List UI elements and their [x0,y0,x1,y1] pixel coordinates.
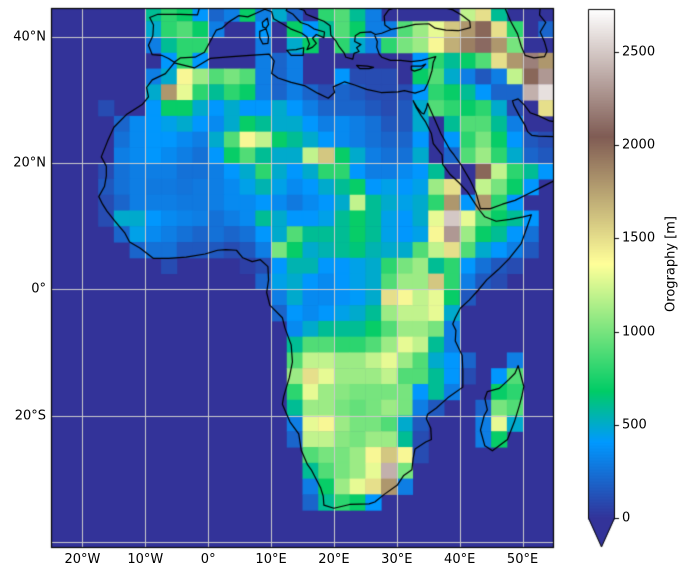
x-tick-label-40e: 40°E [444,552,476,567]
x-tick-label-20e: 20°E [318,552,350,567]
y-tick-label-0: 0° [31,281,46,297]
colorbar-tick-1500: 1500 [622,230,656,246]
x-tick-label-10e: 10°E [255,552,287,567]
x-tick-label-20w: 20°W [64,552,101,567]
colorbar-tick-0: 0 [622,510,631,526]
x-tick-label-10w: 10°W [127,552,164,567]
colorbar-tick-500: 500 [622,417,647,433]
y-tick-label-20s: 20°S [14,408,46,424]
y-tick-label-20n: 20°N [13,155,46,171]
colorbar-tick-2500: 2500 [622,44,656,60]
colorbar-axis-label: Orography [m] [663,215,679,312]
colorbar-tick-1000: 1000 [622,324,656,340]
x-tick-label-0: 0° [200,552,216,567]
x-tick-label-30e: 30°E [381,552,413,567]
x-tick-label-50e: 50°E [506,552,539,567]
y-tick-label-40n: 40°N [13,29,46,45]
colorbar-tick-2000: 2000 [622,137,656,153]
